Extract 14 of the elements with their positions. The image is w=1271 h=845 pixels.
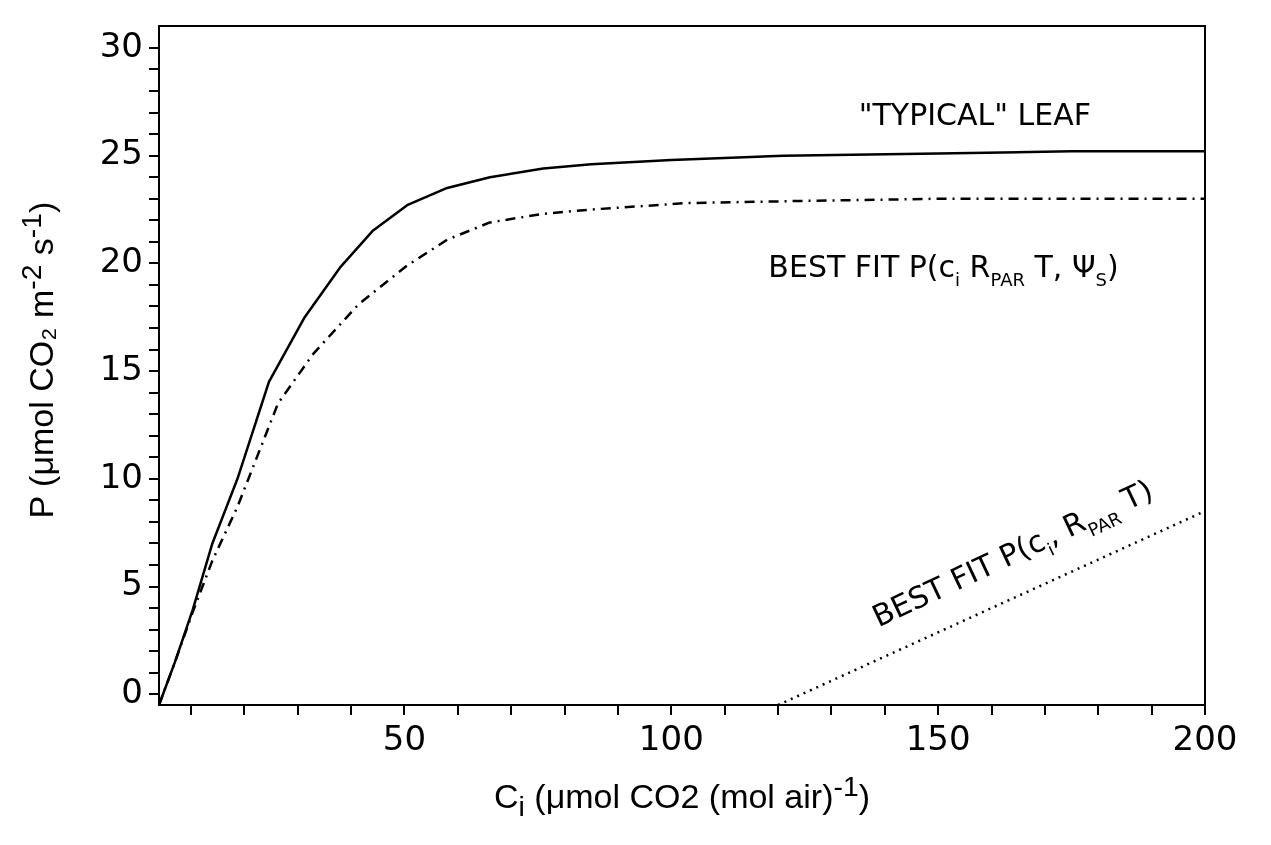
x-tick-label: 150 (905, 718, 971, 759)
y-tick-label: 0 (121, 671, 143, 712)
x-tick-label: 50 (382, 718, 427, 759)
y-tick-label: 5 (121, 563, 143, 604)
x-tick-label: 200 (1172, 718, 1238, 759)
y-tick-label: 10 (99, 455, 143, 496)
annotation: "TYPICAL" LEAF (858, 96, 1092, 132)
y-tick-label: 30 (99, 24, 143, 65)
y-tick-label: 20 (99, 240, 143, 281)
y-tick-label: 15 (99, 347, 143, 388)
x-tick-label: 100 (638, 718, 704, 759)
annotation: BEST FIT P(ci, RPAR T) (866, 472, 1158, 634)
y-tick-label: 25 (99, 132, 143, 173)
x-axis-title: C$_{i}$ (μmol CO2 (mol air)$^{-1}$) (494, 770, 870, 824)
